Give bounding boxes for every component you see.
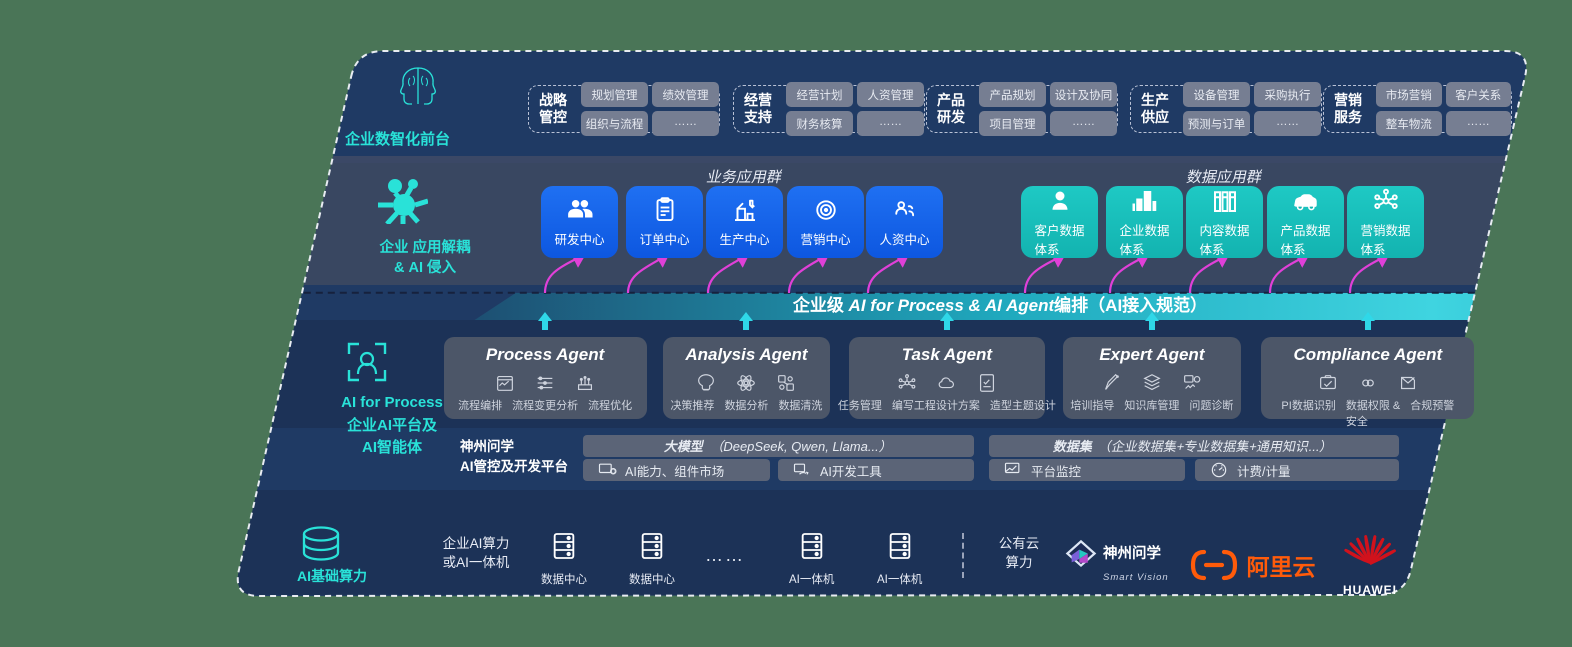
svg-text:企业级 AI for Process & AI Agent编: 企业级 AI for Process & AI Agent编排（AI接入规范） [792,295,1207,315]
